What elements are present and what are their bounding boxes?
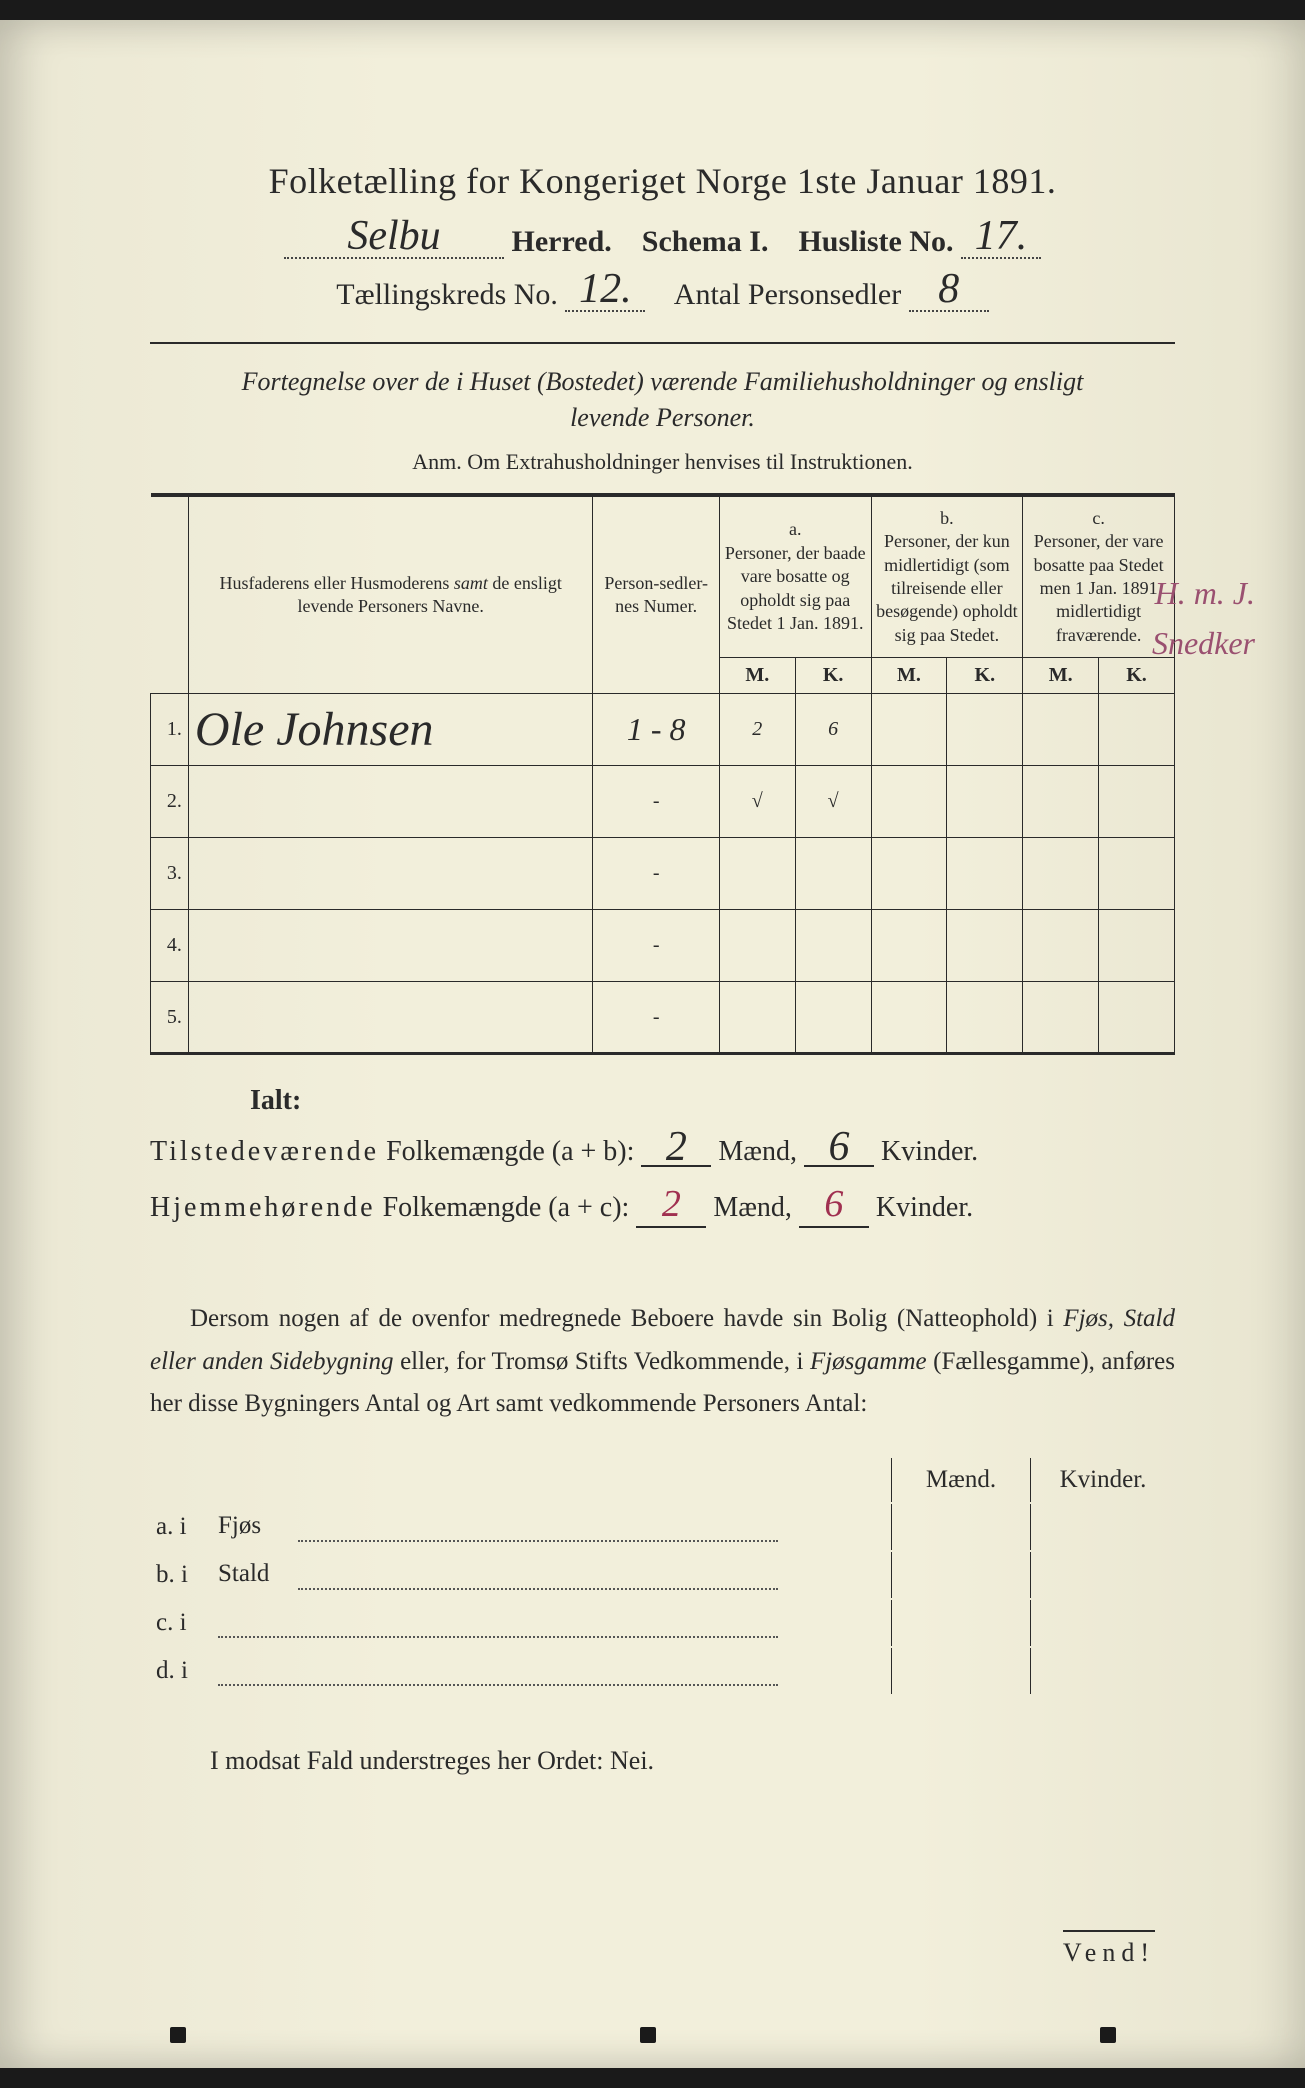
binding-hole-icon [170, 2027, 186, 2043]
check-m: √ [719, 766, 795, 838]
sub-row: c. i [152, 1600, 1173, 1646]
totals-row-2: Hjemmehørende Folkemængde (a + c): 2 Mæn… [150, 1182, 1175, 1228]
sub-row: d. i [152, 1648, 1173, 1694]
margin-note-side: Snedker [1152, 625, 1255, 662]
col-b-m: M. [871, 658, 947, 694]
binding-hole-icon [1100, 2027, 1116, 2043]
main-title: Folketælling for Kongeriget Norge 1ste J… [150, 160, 1175, 202]
col-a-k: K. [795, 658, 871, 694]
antal-value-field: 8 [909, 273, 989, 312]
table-row: 4. - [151, 910, 1175, 982]
table-row: 2. - √ √ [151, 766, 1175, 838]
a-k-cell: 6 [795, 694, 871, 766]
schema-label: Schema I. [642, 225, 769, 258]
divider-1 [150, 342, 1175, 344]
total-ac-m: 2 [636, 1182, 706, 1228]
total-ac-k: 6 [799, 1182, 869, 1228]
total-ab-k: 6 [804, 1131, 874, 1167]
herred-label: Herred. [512, 225, 612, 258]
anm-text: Anm. Om Extrahusholdninger henvises til … [150, 449, 1175, 475]
herred-line: Selbu Herred. Schema I. Husliste No. 17. [150, 220, 1175, 259]
kreds-value-field: 12. [565, 273, 645, 312]
building-table: Mænd. Kvinder. a. i Fjøs b. i Stald c. i… [150, 1456, 1175, 1696]
household-table: Husfaderens eller Husmoderens samt de en… [150, 493, 1175, 1055]
kreds-line: Tællingskreds No. 12. Antal Personsedler… [150, 273, 1175, 312]
col-pers-header: Person-sedler-nes Numer. [593, 495, 719, 694]
antal-label: Antal Personsedler [674, 278, 901, 311]
col-a-header: a. Personer, der baade vare bosatte og o… [719, 495, 871, 658]
kreds-label: Tællingskreds No. [336, 278, 558, 311]
dersom-text: Dersom nogen af de ovenfor medregnede Be… [150, 1298, 1175, 1426]
table-row: 1. Ole Johnsen 1 - 8 2 6 [151, 694, 1175, 766]
col-b-header: b. Personer, der kun midlertidigt (som t… [871, 495, 1023, 658]
col-b-k: K. [947, 658, 1023, 694]
table-row: 5. - [151, 982, 1175, 1054]
binding-hole-icon [640, 2027, 656, 2043]
totals-section: Ialt: Tilstedeværende Folkemængde (a + b… [150, 1085, 1175, 1228]
table-row: 3. - [151, 838, 1175, 910]
name-cell: Ole Johnsen [188, 694, 593, 766]
total-ab-m: 2 [641, 1131, 711, 1167]
vend-label: Vend! [1063, 1930, 1155, 1968]
husliste-label: Husliste No. [798, 225, 953, 258]
husliste-value-field: 17. [961, 220, 1041, 259]
pers-cell: 1 - 8 [593, 694, 719, 766]
col-name-header: Husfaderens eller Husmoderens samt de en… [188, 495, 593, 694]
col-c-k: K. [1099, 658, 1175, 694]
totals-row-1: Tilstedeværende Folkemængde (a + b): 2 M… [150, 1131, 1175, 1168]
col-a-m: M. [719, 658, 795, 694]
sub-row: b. i Stald [152, 1552, 1173, 1598]
herred-value-field: Selbu [284, 220, 504, 259]
sub-kvinder-header: Kvinder. [1033, 1458, 1173, 1502]
sub-row: a. i Fjøs [152, 1504, 1173, 1550]
modsat-text: I modsat Fald understreges her Ordet: Ne… [150, 1746, 1175, 1776]
ialt-label: Ialt: [150, 1085, 1175, 1117]
a-m-cell: 2 [719, 694, 795, 766]
check-k: √ [795, 766, 871, 838]
sub-maend-header: Mænd. [891, 1458, 1031, 1502]
census-form-page: Folketælling for Kongeriget Norge 1ste J… [0, 20, 1305, 2068]
margin-note-top: H. m. J. [1155, 575, 1255, 612]
col-c-m: M. [1023, 658, 1099, 694]
fortegnelse-text: Fortegnelse over de i Huset (Bostedet) v… [150, 364, 1175, 437]
